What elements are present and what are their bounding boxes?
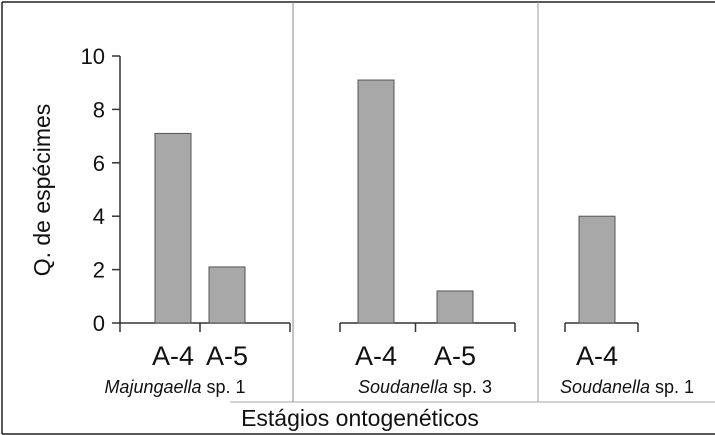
category-label: A-4 [152, 341, 194, 371]
bar-a-5 [436, 290, 474, 324]
y-tick-label: 6 [93, 151, 105, 176]
y-tick-label: 4 [93, 204, 105, 229]
bar-a-4 [578, 215, 616, 324]
y-tick-label: 2 [93, 258, 105, 283]
category-label: A-4 [576, 341, 618, 371]
y-tick-label: 8 [93, 97, 105, 122]
bar-a-4 [154, 132, 192, 324]
y-tick-label: 0 [93, 311, 105, 336]
category-label: A-4 [355, 341, 397, 371]
group-label: Soudanella sp. 3 [358, 377, 492, 397]
category-label: A-5 [434, 341, 476, 371]
group-label: Soudanella sp. 1 [560, 377, 694, 397]
x-axis-title: Estágios ontogenéticos [241, 405, 479, 431]
group-label: Majungaella sp. 1 [104, 377, 245, 397]
bar-a-5 [208, 266, 246, 324]
y-axis-title: Q. de espécimes [29, 104, 55, 277]
category-label: A-5 [206, 341, 248, 371]
y-tick-label: 10 [81, 44, 105, 69]
bar-a-4 [357, 79, 395, 324]
